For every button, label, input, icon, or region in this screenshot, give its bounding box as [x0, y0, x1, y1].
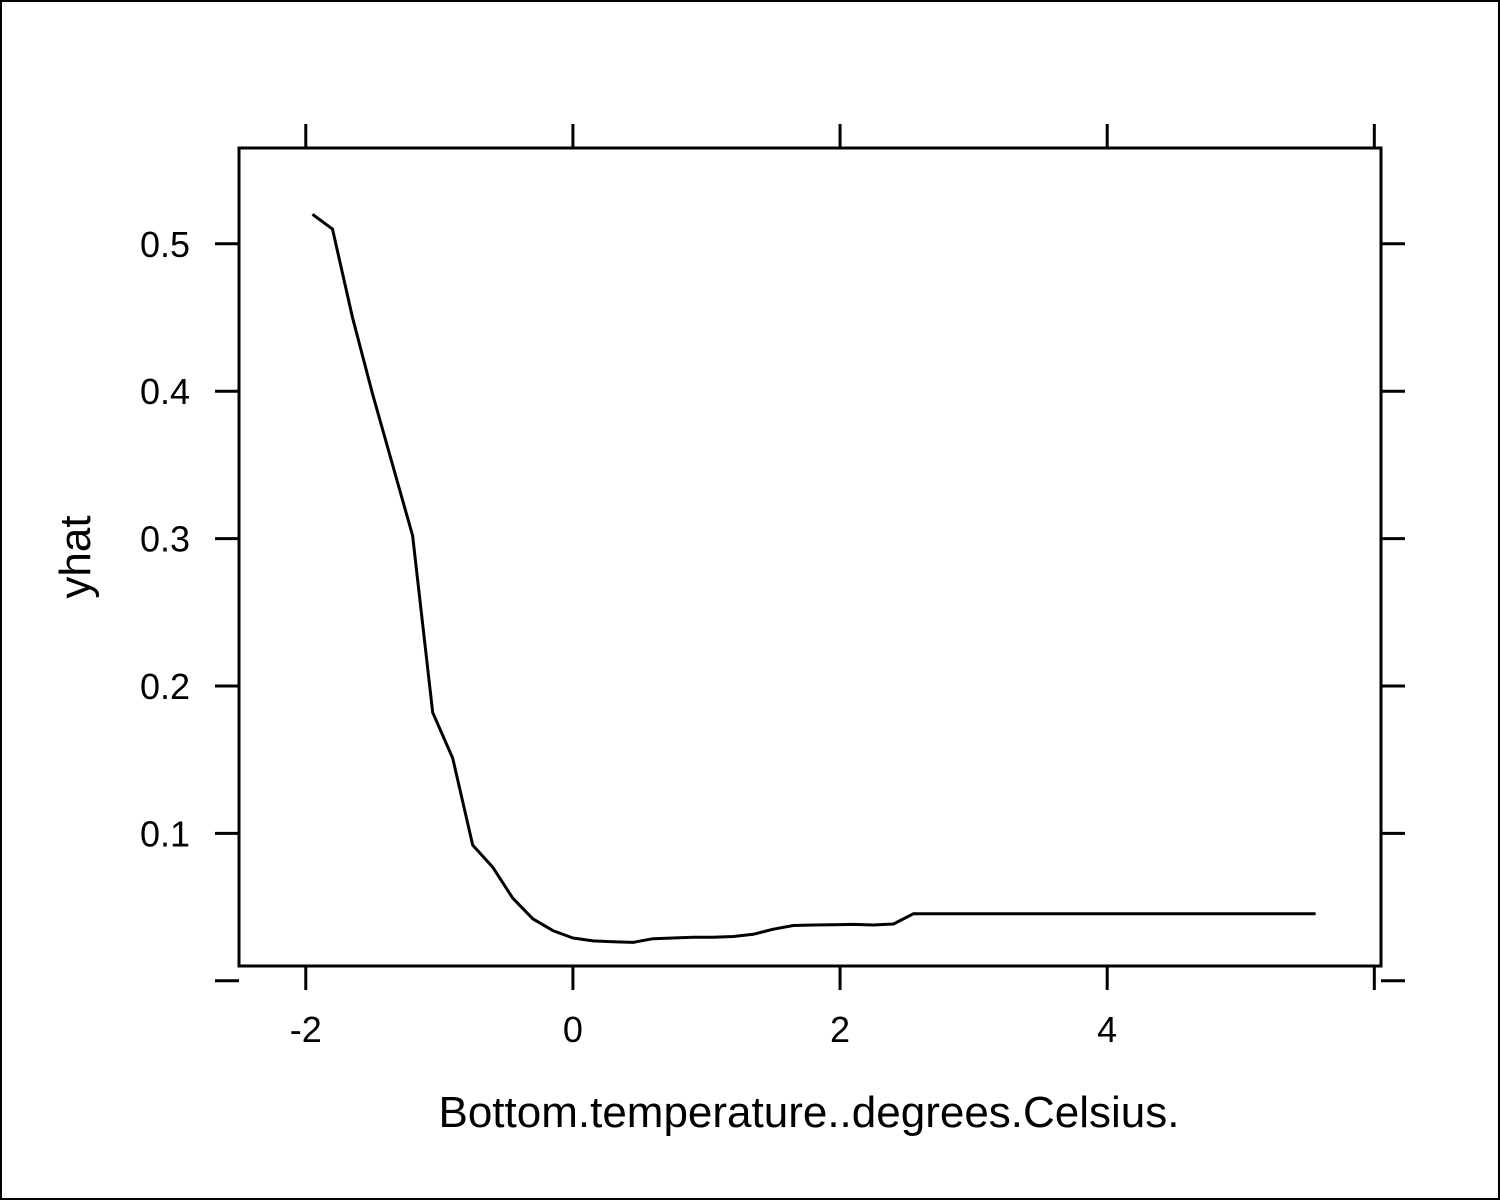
x-axis-bottom: -2 0 2 4	[290, 966, 1376, 1050]
x-tick-label: 4	[1097, 1009, 1117, 1050]
y-axis-left: 0.1 0.2 0.3 0.4 0.5	[140, 224, 239, 983]
yhat-line	[311, 213, 1316, 944]
y-tick-label: 0.4	[140, 371, 190, 412]
y-axis-title: yhat	[51, 515, 100, 598]
x-tick-label: 2	[830, 1009, 850, 1050]
x-axis-title: Bottom.temperature..degrees.Celsius.	[438, 1088, 1179, 1137]
x-tick-label: -2	[290, 1009, 322, 1050]
y-tick-label: 0.1	[140, 813, 190, 854]
y-axis-right	[1381, 242, 1405, 983]
x-tick-label: 0	[563, 1009, 583, 1050]
x-axis-top	[304, 124, 1376, 148]
y-tick-label: 0.3	[140, 519, 190, 560]
y-tick-label: 0.2	[140, 666, 190, 707]
plot-area	[237, 146, 1383, 968]
y-tick-label: 0.5	[140, 224, 190, 265]
